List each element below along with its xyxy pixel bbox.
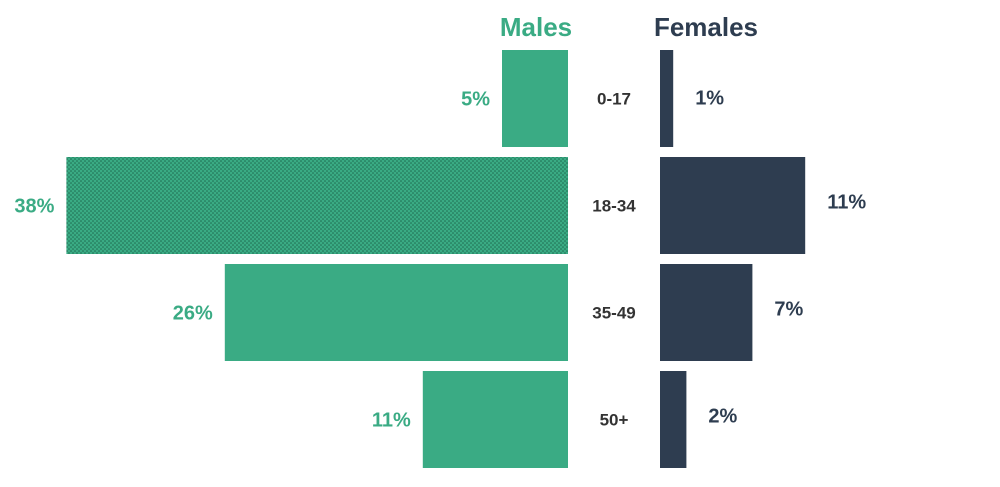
legend-males: Males	[500, 12, 572, 42]
bar-males-18-34	[66, 157, 569, 254]
bar-males-35-49	[224, 264, 569, 361]
label-males-0-17: 5%	[461, 89, 490, 111]
category-label-50+: 50+	[600, 411, 629, 430]
legend-females: Females	[654, 12, 758, 42]
label-males-50+: 11%	[372, 410, 411, 432]
category-label-35-49: 35-49	[592, 304, 635, 323]
label-males-35-49: 26%	[173, 303, 213, 325]
bar-females-0-17	[660, 50, 674, 147]
label-females-0-17: 1%	[695, 88, 724, 110]
label-females-18-34: 11%	[827, 192, 866, 214]
bar-females-50+	[660, 371, 687, 468]
bar-males-50+	[422, 371, 568, 468]
label-males-18-34: 38%	[14, 196, 54, 218]
category-label-18-34: 18-34	[592, 197, 636, 216]
bar-females-18-34	[660, 157, 806, 254]
bar-males-0-17	[502, 50, 568, 147]
category-label-0-17: 0-17	[597, 90, 631, 109]
label-females-50+: 2%	[708, 406, 737, 428]
bar-females-35-49	[660, 264, 753, 361]
label-females-35-49: 7%	[774, 299, 803, 321]
